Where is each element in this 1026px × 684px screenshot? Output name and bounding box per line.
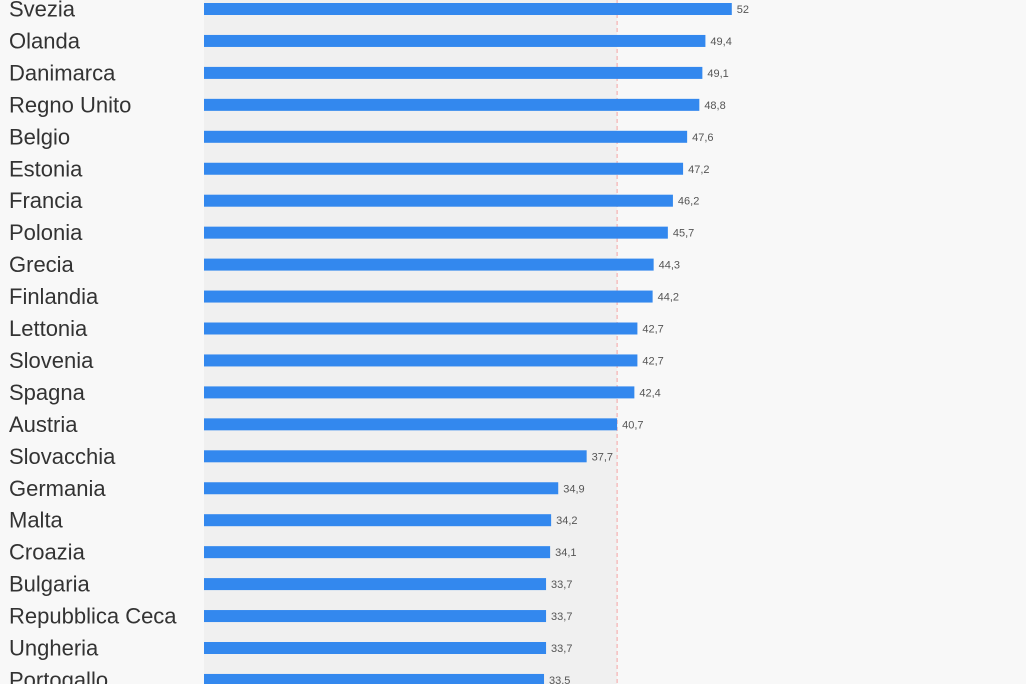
bar [204,546,551,559]
value-label: 44,3 [659,260,680,272]
value-label: 33,7 [551,643,572,655]
value-label: 34,9 [563,483,584,495]
value-label: 37,7 [592,451,613,463]
bar [204,130,688,143]
bar [204,642,547,654]
category-label: Slovacchia [9,444,116,469]
value-label: 48,8 [704,100,725,112]
category-label: Austria [9,412,78,437]
bar [204,3,732,15]
bar [204,226,668,239]
value-label: 42,4 [639,387,660,399]
bar [204,482,559,495]
value-label: 44,2 [658,292,679,304]
bar [204,450,587,463]
bar [204,418,618,431]
value-label: 45,7 [673,228,694,240]
bar [204,98,700,111]
category-label: Spagna [9,380,86,405]
bar [204,194,673,207]
value-label: 34,1 [555,547,576,559]
bar [204,610,547,623]
value-label: 42,7 [642,355,663,367]
category-label: Finlandia [9,284,99,309]
bar [204,578,547,591]
category-label: Slovenia [9,348,94,373]
chart-marks: Svezia 52 Olanda 49,4 Danimarca 49,1 Regno Uni… [9,0,749,684]
value-label: 33,7 [551,611,572,623]
value-label: 33,5 [549,675,570,684]
value-label: 33,7 [551,579,572,591]
value-label: 47,2 [688,164,709,176]
bar [204,514,552,527]
bar [204,258,654,271]
category-label: Lettonia [9,316,88,341]
category-label: Danimarca [9,60,116,85]
value-label: 42,7 [642,324,663,336]
value-label: 52 [737,4,749,16]
category-label: Svezia [9,0,76,22]
bar [204,66,703,79]
category-label: Olanda [9,28,81,53]
bar [204,162,684,175]
value-label: 47,6 [692,132,713,144]
category-label: Repubblica Ceca [9,604,177,629]
category-label: Regno Unito [9,92,131,117]
bar [204,290,653,303]
category-label: Polonia [9,220,83,245]
bar [204,673,545,684]
bar [204,322,638,335]
reference-band [204,0,618,684]
category-label: Belgio [9,124,70,149]
value-label: 46,2 [678,196,699,208]
category-label: Ungheria [9,636,99,661]
bar [204,354,638,367]
category-label: Francia [9,188,83,213]
value-label: 40,7 [622,419,643,431]
category-label: Bulgaria [9,572,90,597]
category-label: Germania [9,476,106,501]
value-label: 49,1 [707,68,728,80]
value-label: 49,4 [710,36,731,48]
category-label: Estonia [9,156,83,181]
category-label: Croazia [9,540,86,565]
category-label: Malta [9,508,64,533]
value-label: 34,2 [556,515,577,527]
category-label: Grecia [9,252,75,277]
category-label: Portogallo [9,667,108,684]
bar [204,386,635,399]
bar [204,34,706,47]
